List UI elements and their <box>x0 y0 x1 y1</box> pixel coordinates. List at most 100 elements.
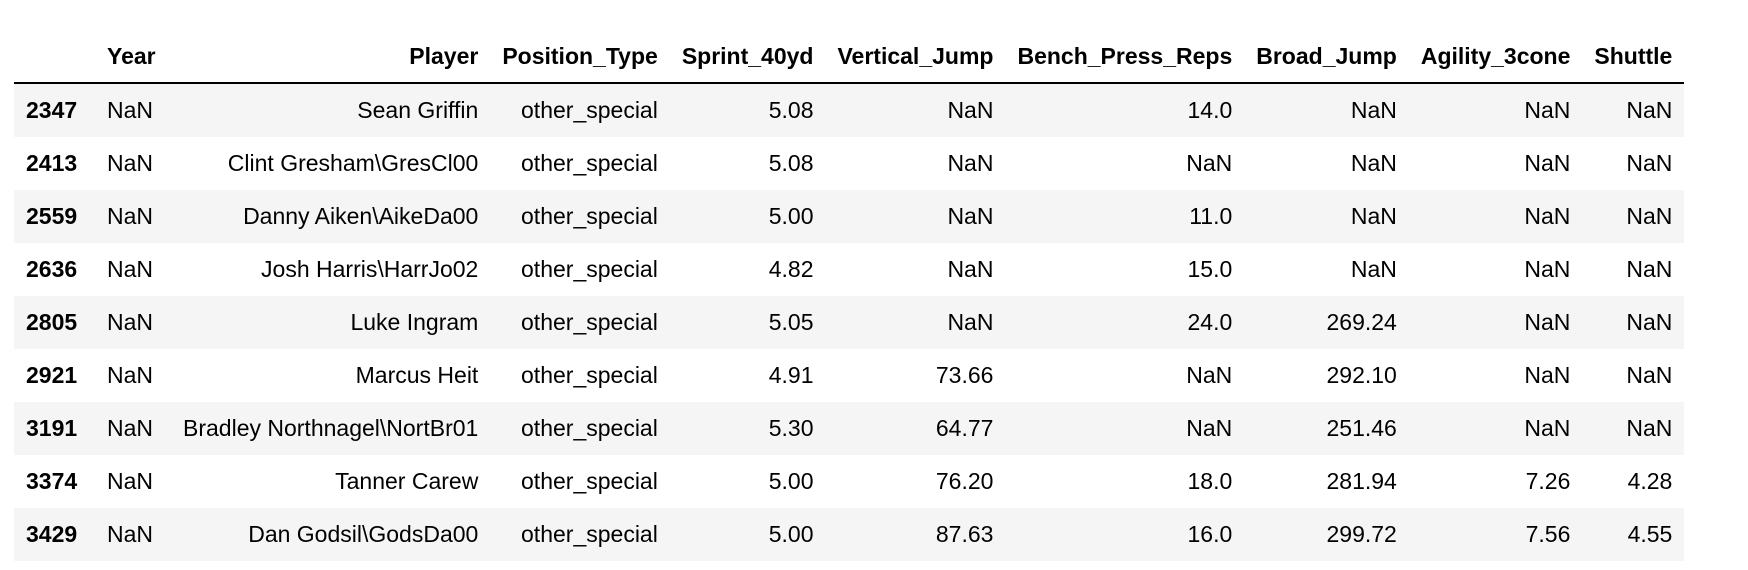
cell-shuttle: NaN <box>1626 362 1673 388</box>
header-player: Player <box>171 30 491 84</box>
cell-shuttle: NaN <box>1626 309 1673 335</box>
row-index: 3374 <box>26 468 78 494</box>
cell-agility-3cone: NaN <box>1524 150 1571 176</box>
row-index: 2347 <box>26 97 78 123</box>
cell-year: NaN <box>107 256 154 282</box>
cell-shuttle: 4.55 <box>1627 521 1673 547</box>
cell-position-type: other_special <box>521 468 658 494</box>
cell-year: NaN <box>107 521 154 547</box>
cell-bench-press-reps: 24.0 <box>1187 309 1233 335</box>
cell-sprint-40yd: 5.05 <box>768 309 814 335</box>
row-index: 2921 <box>26 362 78 388</box>
header-position-type: Position_Type <box>490 30 670 84</box>
cell-year: NaN <box>107 150 154 176</box>
cell-agility-3cone: NaN <box>1524 203 1571 229</box>
cell-player: Bradley Northnagel\NortBr01 <box>183 415 479 441</box>
cell-shuttle: NaN <box>1626 415 1673 441</box>
cell-player: Clint Gresham\GresCl00 <box>227 150 479 176</box>
table-row: 2921 NaN Marcus Heit other_special 4.91 73.66… <box>14 349 1685 402</box>
header-vertical-jump: Vertical_Jump <box>825 30 1006 84</box>
cell-bench-press-reps: NaN <box>1186 415 1233 441</box>
header-shuttle: Shuttle <box>1582 30 1685 84</box>
row-index: 2636 <box>26 256 78 282</box>
cell-shuttle: NaN <box>1626 256 1673 282</box>
cell-player: Tanner Carew <box>335 468 479 494</box>
row-index: 3191 <box>26 415 78 441</box>
cell-year: NaN <box>107 415 154 441</box>
cell-vertical-jump: 73.66 <box>935 362 994 388</box>
cell-vertical-jump: NaN <box>947 150 994 176</box>
table-row: 2805 NaN Luke Ingram other_special 5.05 NaN 24… <box>14 296 1685 349</box>
cell-player: Josh Harris\HarrJo02 <box>261 256 479 282</box>
cell-position-type: other_special <box>521 97 658 123</box>
cell-agility-3cone: 7.56 <box>1525 521 1571 547</box>
cell-shuttle: NaN <box>1626 97 1673 123</box>
cell-shuttle: 4.28 <box>1627 468 1673 494</box>
cell-position-type: other_special <box>521 150 658 176</box>
cell-agility-3cone: NaN <box>1524 309 1571 335</box>
cell-position-type: other_special <box>521 521 658 547</box>
table-body: 2347 NaN Sean Griffin other_special 5.08 NaN 1… <box>14 83 1685 561</box>
cell-player: Marcus Heit <box>355 362 479 388</box>
cell-sprint-40yd: 5.00 <box>768 203 814 229</box>
cell-shuttle: NaN <box>1626 150 1673 176</box>
cell-broad-jump: 251.46 <box>1326 415 1397 441</box>
header-index <box>14 30 95 84</box>
cell-broad-jump: 281.94 <box>1326 468 1397 494</box>
cell-vertical-jump: NaN <box>947 309 994 335</box>
cell-player: Luke Ingram <box>350 309 479 335</box>
cell-sprint-40yd: 5.00 <box>768 521 814 547</box>
cell-sprint-40yd: 4.82 <box>768 256 814 282</box>
table-row: 3429 NaN Dan Godsil\GodsDa00 other_special 5… <box>14 508 1685 561</box>
cell-broad-jump: NaN <box>1350 150 1397 176</box>
cell-broad-jump: 299.72 <box>1326 521 1397 547</box>
cell-broad-jump: NaN <box>1350 203 1397 229</box>
row-index: 2805 <box>26 309 78 335</box>
table-row: 2559 NaN Danny Aiken\AikeDa00 other_special… <box>14 190 1685 243</box>
cell-year: NaN <box>107 468 154 494</box>
cell-agility-3cone: NaN <box>1524 362 1571 388</box>
cell-position-type: other_special <box>521 362 658 388</box>
header-bench-press-reps: Bench_Press_Reps <box>1005 30 1245 84</box>
header-sprint-40yd: Sprint_40yd <box>669 30 826 84</box>
table-row: 2413 NaN Clint Gresham\GresCl00 other_speci… <box>14 137 1685 190</box>
cell-broad-jump: 292.10 <box>1326 362 1397 388</box>
table-row: 3191 NaN Bradley Northnagel\NortBr01 other_… <box>14 402 1685 455</box>
header-row: Year Player Position_Type Sprint_40yd Ve… <box>14 30 1685 84</box>
cell-broad-jump: NaN <box>1350 256 1397 282</box>
cell-player: Danny Aiken\AikeDa00 <box>243 203 479 229</box>
cell-position-type: other_special <box>521 415 658 441</box>
cell-bench-press-reps: 18.0 <box>1187 468 1233 494</box>
row-index: 2413 <box>26 150 78 176</box>
table-row: 2636 NaN Josh Harris\HarrJo02 other_special… <box>14 243 1685 296</box>
cell-bench-press-reps: NaN <box>1186 362 1233 388</box>
dataframe-table: Year Player Position_Type Sprint_40yd Ve… <box>14 30 1685 561</box>
cell-shuttle: NaN <box>1626 203 1673 229</box>
header-broad-jump: Broad_Jump <box>1244 30 1409 84</box>
cell-vertical-jump: NaN <box>947 203 994 229</box>
table-row: 2347 NaN Sean Griffin other_special 5.08 NaN 1… <box>14 83 1685 137</box>
cell-position-type: other_special <box>521 256 658 282</box>
cell-bench-press-reps: 15.0 <box>1187 256 1233 282</box>
cell-vertical-jump: NaN <box>947 97 994 123</box>
cell-sprint-40yd: 5.30 <box>768 415 814 441</box>
cell-sprint-40yd: 5.08 <box>768 150 814 176</box>
cell-player: Sean Griffin <box>357 97 479 123</box>
cell-year: NaN <box>107 203 154 229</box>
header-agility-3cone: Agility_3cone <box>1408 30 1583 84</box>
cell-year: NaN <box>107 309 154 335</box>
cell-vertical-jump: 64.77 <box>935 415 994 441</box>
header-year: Year <box>95 30 171 84</box>
cell-bench-press-reps: 11.0 <box>1189 203 1233 229</box>
cell-agility-3cone: NaN <box>1524 415 1571 441</box>
dataframe-output: Year Player Position_Type Sprint_40yd Ve… <box>14 30 1685 561</box>
cell-position-type: other_special <box>521 309 658 335</box>
cell-sprint-40yd: 5.00 <box>768 468 814 494</box>
cell-position-type: other_special <box>521 203 658 229</box>
cell-broad-jump: 269.24 <box>1326 309 1397 335</box>
cell-bench-press-reps: 16.0 <box>1187 521 1233 547</box>
cell-vertical-jump: 76.20 <box>935 468 994 494</box>
cell-year: NaN <box>107 362 154 388</box>
cell-vertical-jump: 87.63 <box>935 521 994 547</box>
cell-sprint-40yd: 4.91 <box>768 362 814 388</box>
